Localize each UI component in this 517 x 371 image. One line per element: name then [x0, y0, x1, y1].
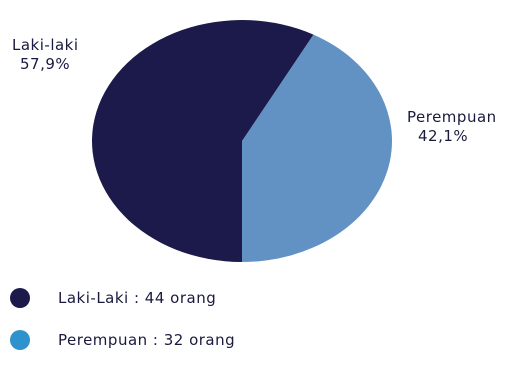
- pie-slices: [91, 19, 392, 263]
- legend-item-perempuan: Perempuan : 32 orang: [10, 329, 490, 351]
- chart-legend: Laki-Laki : 44 orang Perempuan : 32 oran…: [10, 287, 490, 371]
- legend-label-perempuan: Perempuan : 32 orang: [58, 331, 236, 349]
- slice-label-name-perempuan: Perempuan: [407, 108, 497, 126]
- pie-slice-perempuan: [242, 34, 392, 263]
- pie-chart: Laki-laki 57,9% Perempuan 42,1%: [12, 19, 497, 263]
- slice-label-percent-perempuan: 42,1%: [418, 127, 468, 145]
- legend-label-laki-laki: Laki-Laki : 44 orang: [58, 289, 217, 307]
- slice-label-name-laki-laki: Laki-laki: [12, 36, 79, 54]
- legend-swatch-perempuan: [10, 330, 30, 350]
- legend-item-laki-laki: Laki-Laki : 44 orang: [10, 287, 490, 309]
- pie-slice-laki-laki: [91, 19, 314, 262]
- legend-swatch-laki-laki: [10, 288, 30, 308]
- slice-label-percent-laki-laki: 57,9%: [20, 55, 70, 73]
